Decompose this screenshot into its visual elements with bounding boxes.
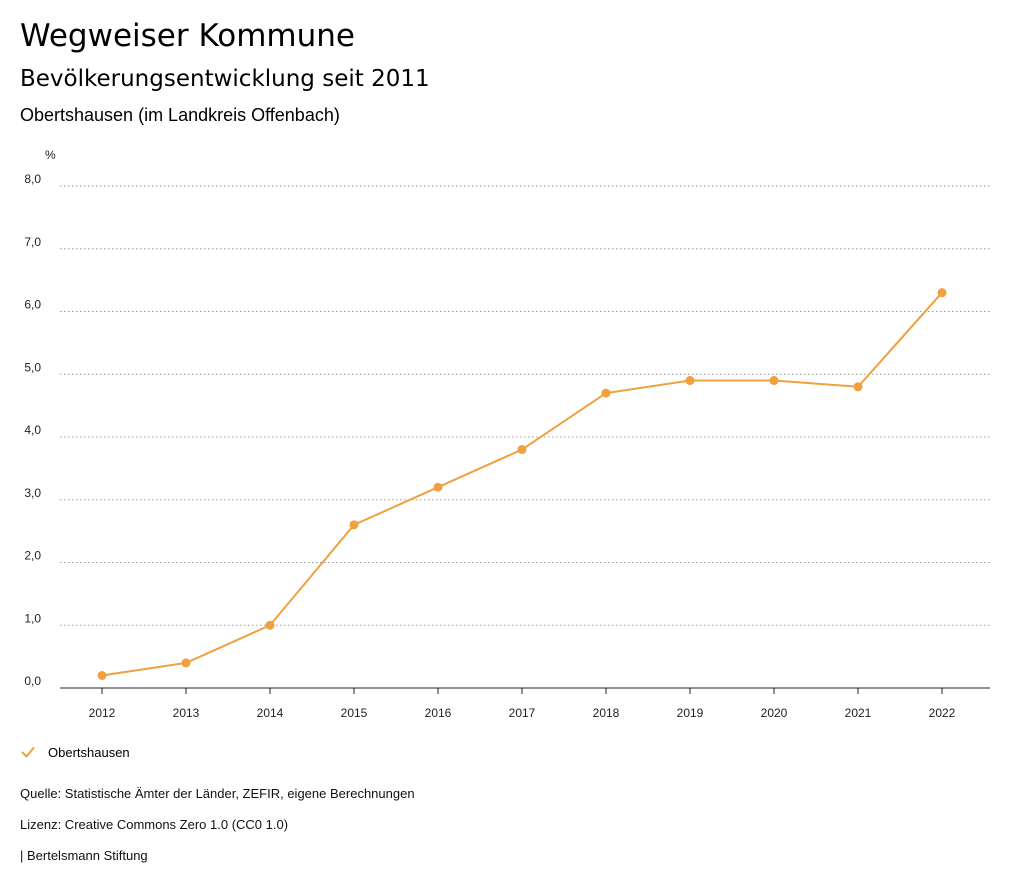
y-tick-label: 3,0 [24,486,41,500]
legend[interactable]: Obertshausen [20,744,130,760]
x-tick-label: 2017 [509,706,536,720]
publisher-note: | Bertelsmann Stiftung [20,848,148,863]
data-point [937,288,947,298]
x-tick-label: 2019 [677,706,704,720]
series-obertshausen [97,288,947,680]
y-tick-label: 1,0 [24,611,41,625]
data-point [517,445,527,455]
y-axis: 0,0 1,0 2,0 3,0 4,0 5,0 6,0 7,0 8,0 [24,172,41,688]
y-axis-unit: % [45,148,56,162]
line-chart: % 0,01,02,03,04,05,06,07,08,0 2012 2013 20… [24,148,990,720]
y-tick-label: 4,0 [24,423,41,437]
data-point [181,658,191,668]
y-tick-label: 7,0 [24,235,41,249]
data-point [349,520,359,530]
y-tick-label: 6,0 [24,298,41,312]
x-tick-label: 2013 [173,706,200,720]
check-icon [21,747,35,758]
chart-title: Wegweiser Kommune [20,18,355,54]
x-tick-label: 2012 [89,706,116,720]
chart-subtitle: Bevölkerungsentwicklung seit 2011 [20,66,430,92]
data-point [97,670,107,680]
y-tick-label: 8,0 [24,172,41,186]
y-tick-label: 2,0 [24,549,41,563]
license-note: Lizenz: Creative Commons Zero 1.0 (CC0 1… [20,817,289,832]
x-tick-label: 2014 [257,706,284,720]
series-line [101,292,943,677]
x-tick-label: 2015 [341,706,368,720]
x-tick-label: 2018 [593,706,620,720]
region-label: Obertshausen (im Landkreis Offenbach) [20,105,340,125]
legend-label: Obertshausen [48,744,130,760]
grid-lines [60,185,990,689]
data-point [769,376,779,386]
x-tick-label: 2020 [761,706,788,720]
y-tick-label: 5,0 [24,360,41,374]
data-point [601,388,611,398]
source-note: Quelle: Statistische Ämter der Länder, Z… [20,786,415,801]
x-axis: 2012 2013 2014 2015 2016 2017 2018 2019 2020 2021… [89,688,956,720]
x-tick-label: 2016 [425,706,452,720]
data-point [685,376,695,386]
x-tick-label: 2022 [929,706,956,720]
y-tick-label: 0,0 [24,674,41,688]
data-point [433,482,443,492]
data-point [265,620,275,630]
x-tick-label: 2021 [845,706,872,720]
data-point [853,382,863,392]
